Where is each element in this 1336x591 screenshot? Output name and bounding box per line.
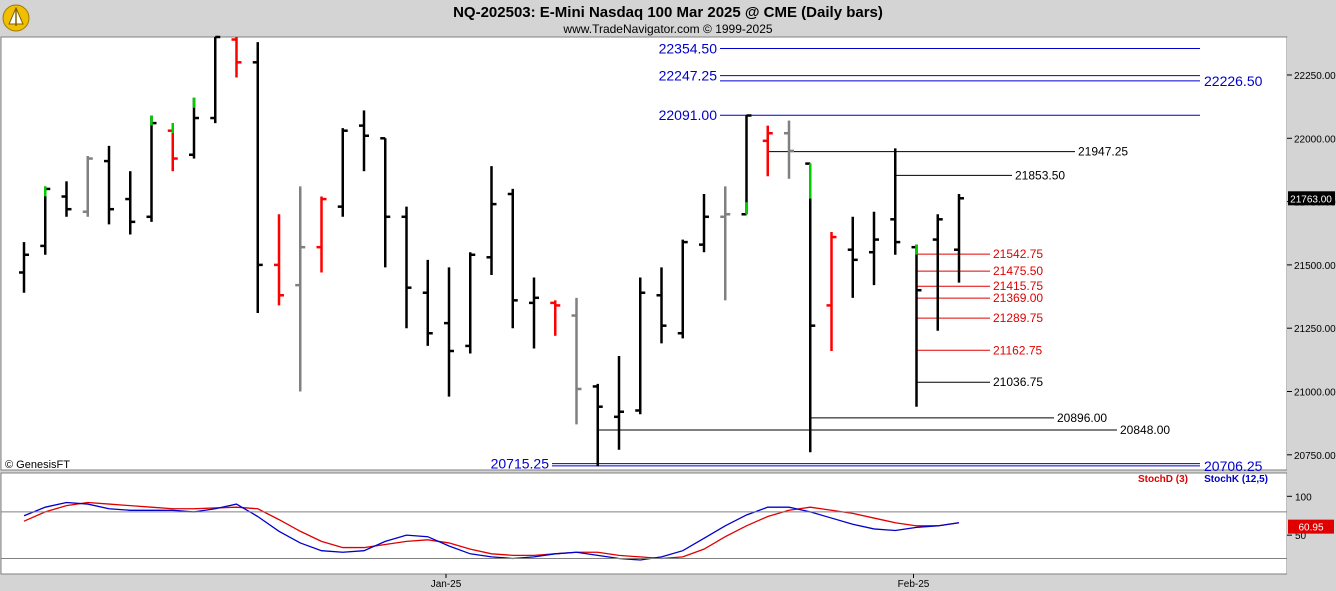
price-bar[interactable]	[19, 242, 29, 293]
price-bar[interactable]	[359, 110, 369, 172]
price-bar[interactable]	[741, 114, 752, 216]
level-label: 21475.50	[993, 264, 1043, 278]
price-bar[interactable]	[422, 259, 433, 346]
trade-navigator-logo-icon[interactable]	[2, 4, 30, 32]
level-label: 20706.25	[1204, 458, 1263, 474]
price-bar[interactable]	[635, 277, 646, 415]
price-tick-label: 20750.00	[1294, 451, 1336, 462]
price-bar[interactable]	[571, 297, 582, 425]
level-label: 20848.00	[1120, 423, 1170, 437]
level-label: 21369.00	[993, 291, 1043, 305]
price-bar[interactable]	[125, 171, 136, 235]
price-bar[interactable]	[954, 193, 964, 283]
price-bar[interactable]	[40, 186, 51, 255]
price-bar[interactable]	[826, 231, 837, 351]
stochk-legend: StochK (12,5)	[1204, 474, 1268, 485]
price-bar[interactable]	[720, 186, 731, 301]
price-bar[interactable]	[762, 125, 773, 177]
level-label: 21947.25	[1078, 145, 1128, 159]
stoch-last-badge	[1288, 519, 1334, 534]
level-label: 21415.75	[993, 279, 1043, 293]
price-bar[interactable]	[104, 145, 114, 225]
stoch-last-label: 60.95	[1298, 523, 1323, 534]
price-bar[interactable]	[656, 267, 667, 344]
stoch-series-line	[23, 501, 960, 561]
price-bar[interactable]	[295, 186, 306, 392]
price-bar[interactable]	[550, 300, 561, 336]
price-bar[interactable]	[61, 181, 72, 217]
price-tick-label: 22000.00	[1294, 134, 1336, 145]
stoch-series-line	[23, 501, 960, 560]
header-background	[0, 0, 1336, 37]
price-bar[interactable]	[167, 123, 178, 172]
price-bar[interactable]	[316, 196, 327, 273]
price-bar[interactable]	[529, 277, 539, 349]
price-bar[interactable]	[614, 356, 624, 450]
price-bar[interactable]	[465, 252, 476, 354]
chart-title: NQ-202503: E-Mini Nasdaq 100 Mar 2025 @ …	[453, 4, 883, 21]
last-price-label: 21763.00	[1290, 194, 1332, 205]
price-bar[interactable]	[805, 162, 816, 453]
price-bar[interactable]	[869, 211, 879, 286]
price-bar[interactable]	[82, 156, 93, 217]
level-label: 22247.25	[659, 68, 718, 84]
x-tick-label: Feb-25	[898, 579, 930, 590]
price-bar[interactable]	[486, 166, 497, 276]
chart-subtitle: www.TradeNavigator.com © 1999-2025	[562, 22, 772, 36]
level-label: 21853.50	[1015, 168, 1065, 182]
price-bar[interactable]	[380, 137, 391, 268]
stoch-tick-label: 50	[1295, 531, 1307, 542]
stoch-tick-label: 100	[1295, 492, 1312, 503]
watermark: © GenesisFT	[5, 459, 70, 471]
price-bar[interactable]	[847, 216, 858, 298]
level-label: 20896.00	[1057, 411, 1107, 425]
price-tick-label: 22250.00	[1294, 71, 1336, 82]
price-bar[interactable]	[146, 115, 157, 222]
level-label: 21036.75	[993, 375, 1043, 389]
level-label: 21162.75	[993, 343, 1042, 357]
level-label: 22354.50	[659, 41, 718, 57]
price-tick-label: 21250.00	[1294, 324, 1336, 335]
level-label: 20715.25	[491, 456, 550, 472]
price-bar[interactable]	[274, 214, 284, 306]
price-bar[interactable]	[932, 214, 943, 331]
price-bar[interactable]	[677, 239, 688, 339]
price-bar[interactable]	[444, 267, 454, 397]
price-bar[interactable]	[507, 188, 518, 329]
last-price-badge	[1288, 191, 1335, 206]
price-bar[interactable]	[890, 148, 901, 255]
stochd-legend: StochD (3)	[1138, 474, 1188, 485]
price-bar[interactable]	[189, 97, 199, 159]
price-axis[interactable]	[1287, 37, 1336, 591]
price-bar[interactable]	[784, 120, 794, 179]
level-label: 22226.50	[1204, 73, 1263, 89]
level-label: 21542.75	[993, 247, 1043, 261]
price-tick-label: 21500.00	[1294, 261, 1336, 272]
price-bar[interactable]	[699, 193, 709, 253]
price-bar[interactable]	[210, 35, 221, 124]
x-tick-label: Jan-25	[431, 579, 462, 590]
level-label: 22091.00	[659, 107, 718, 123]
level-label: 21289.75	[993, 311, 1043, 325]
price-bar[interactable]	[592, 383, 603, 467]
price-bar[interactable]	[231, 37, 242, 78]
price-bar[interactable]	[337, 128, 348, 217]
price-bar[interactable]	[401, 206, 412, 329]
price-bar[interactable]	[252, 42, 263, 314]
price-bar[interactable]	[911, 244, 922, 407]
price-tick-label: 21000.00	[1294, 388, 1336, 399]
